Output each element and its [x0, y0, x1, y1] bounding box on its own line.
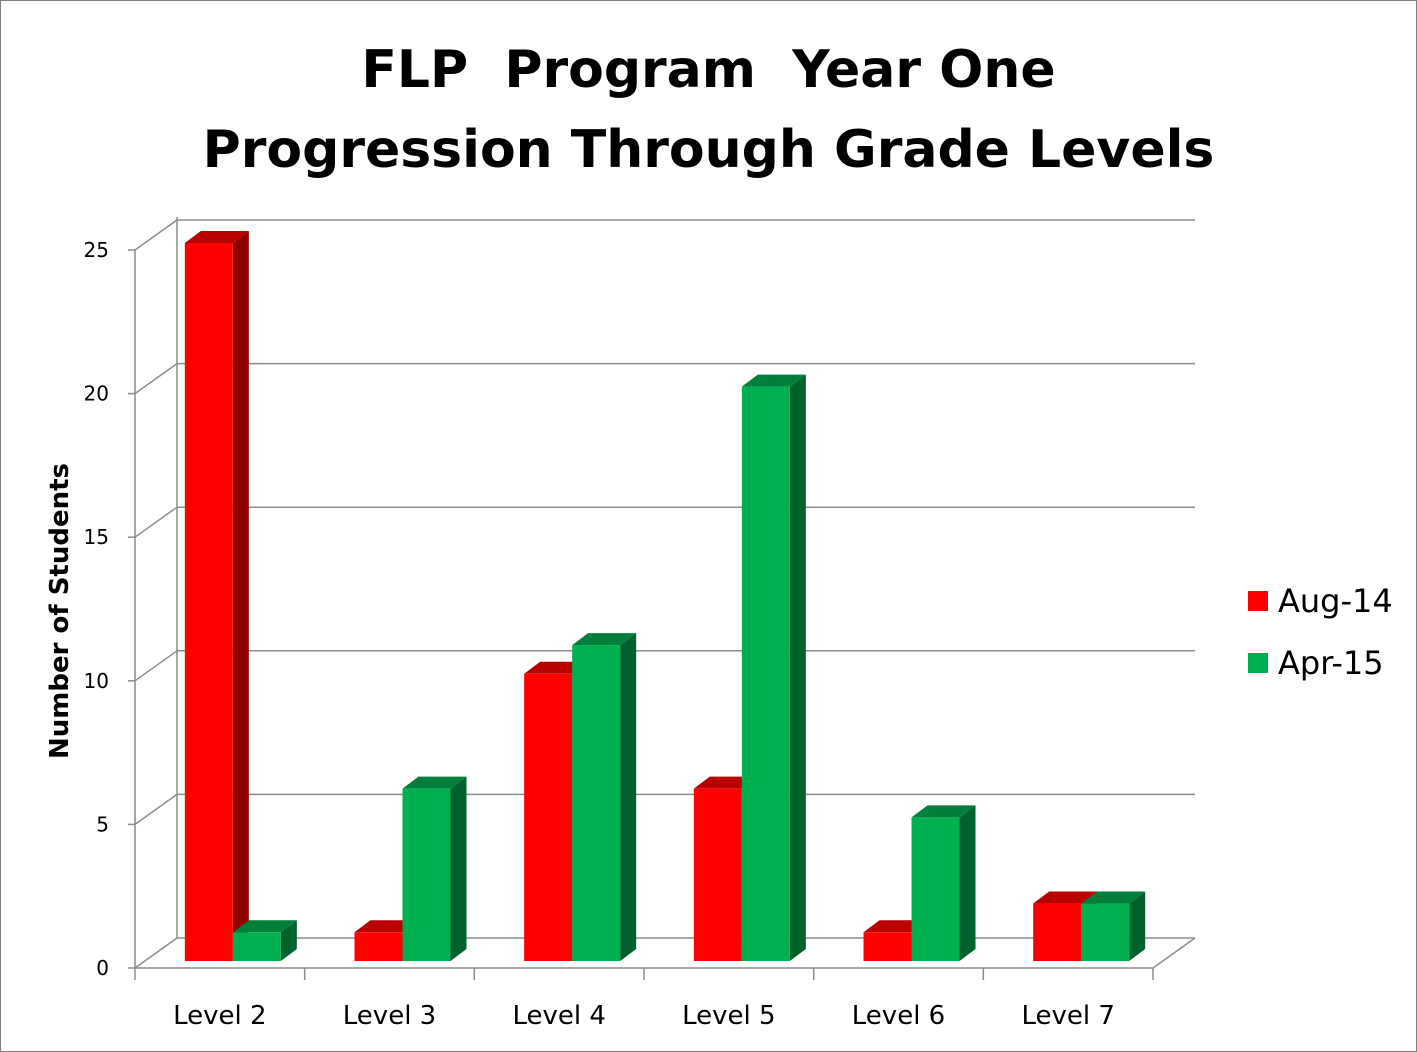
legend-label-series-2: Apr-15	[1278, 644, 1384, 682]
legend: Aug-14 Apr-15	[1248, 570, 1393, 694]
gridline-side-5	[134, 219, 178, 251]
bar-0-3	[693, 788, 742, 961]
chart-title: FLP Program Year One Progression Through…	[0, 30, 1417, 190]
x-tick-label-3: Level 5	[682, 1001, 775, 1031]
bar-1-5	[1081, 903, 1130, 961]
bar-top-1-5	[1081, 891, 1146, 904]
gridline-side-1	[134, 793, 178, 826]
bar-0-4	[863, 932, 912, 961]
chart-title-line-2: Progression Through Grade Levels	[202, 120, 1215, 180]
x-tick-label-1: Level 3	[343, 1001, 436, 1031]
bar-0-1	[354, 932, 403, 961]
gridline-side-4	[134, 362, 178, 395]
legend-item-series-2: Apr-15	[1248, 632, 1393, 694]
bar-side-1-5	[1129, 891, 1146, 961]
gridline-side-0	[134, 937, 178, 969]
y-tick-label-5: 25	[84, 238, 109, 262]
bar-top-1-2	[572, 633, 637, 646]
floor-edge-right	[1152, 937, 1196, 969]
bar-1-3	[741, 386, 790, 962]
bar-side-1-3	[789, 374, 806, 962]
bar-1-1	[402, 788, 451, 961]
gridline-side-2	[134, 650, 178, 682]
legend-item-series-1: Aug-14	[1248, 570, 1393, 632]
bar-1-0	[232, 932, 281, 961]
bar-top-1-3	[741, 374, 806, 387]
bar-0-0	[184, 243, 233, 961]
y-tick-label-1: 5	[96, 812, 109, 836]
bar-side-1-1	[450, 776, 467, 961]
legend-swatch-series-1	[1248, 591, 1268, 611]
bar-side-1-0	[280, 920, 297, 961]
y-tick-label-4: 20	[84, 382, 109, 406]
x-tick-label-0: Level 2	[173, 1001, 266, 1031]
bar-0-2	[524, 673, 573, 961]
x-tick-label-2: Level 4	[512, 1001, 605, 1031]
bar-top-1-0	[232, 920, 297, 933]
x-tick-label-4: Level 6	[852, 1001, 945, 1031]
gridline-side-3	[134, 506, 178, 538]
legend-label-series-1: Aug-14	[1278, 582, 1393, 620]
bar-top-0-5	[1033, 891, 1098, 904]
bar-0-5	[1033, 903, 1082, 961]
y-tick-label-2: 10	[84, 669, 109, 693]
bar-side-1-2	[620, 633, 637, 961]
chart-title-line-1: FLP Program Year One	[361, 40, 1056, 100]
bar-top-1-1	[402, 776, 467, 789]
bar-1-4	[911, 817, 960, 961]
y-tick-label-0: 0	[96, 956, 109, 980]
legend-swatch-series-2	[1248, 653, 1268, 673]
bar-1-2	[572, 645, 621, 961]
bar-top-1-4	[911, 805, 976, 818]
bar-side-1-4	[959, 805, 976, 961]
x-tick-label-5: Level 7	[1021, 1001, 1114, 1031]
bar-top-0-0	[184, 231, 249, 243]
bar-side-0-0	[232, 231, 249, 961]
y-tick-label-3: 15	[84, 525, 109, 549]
